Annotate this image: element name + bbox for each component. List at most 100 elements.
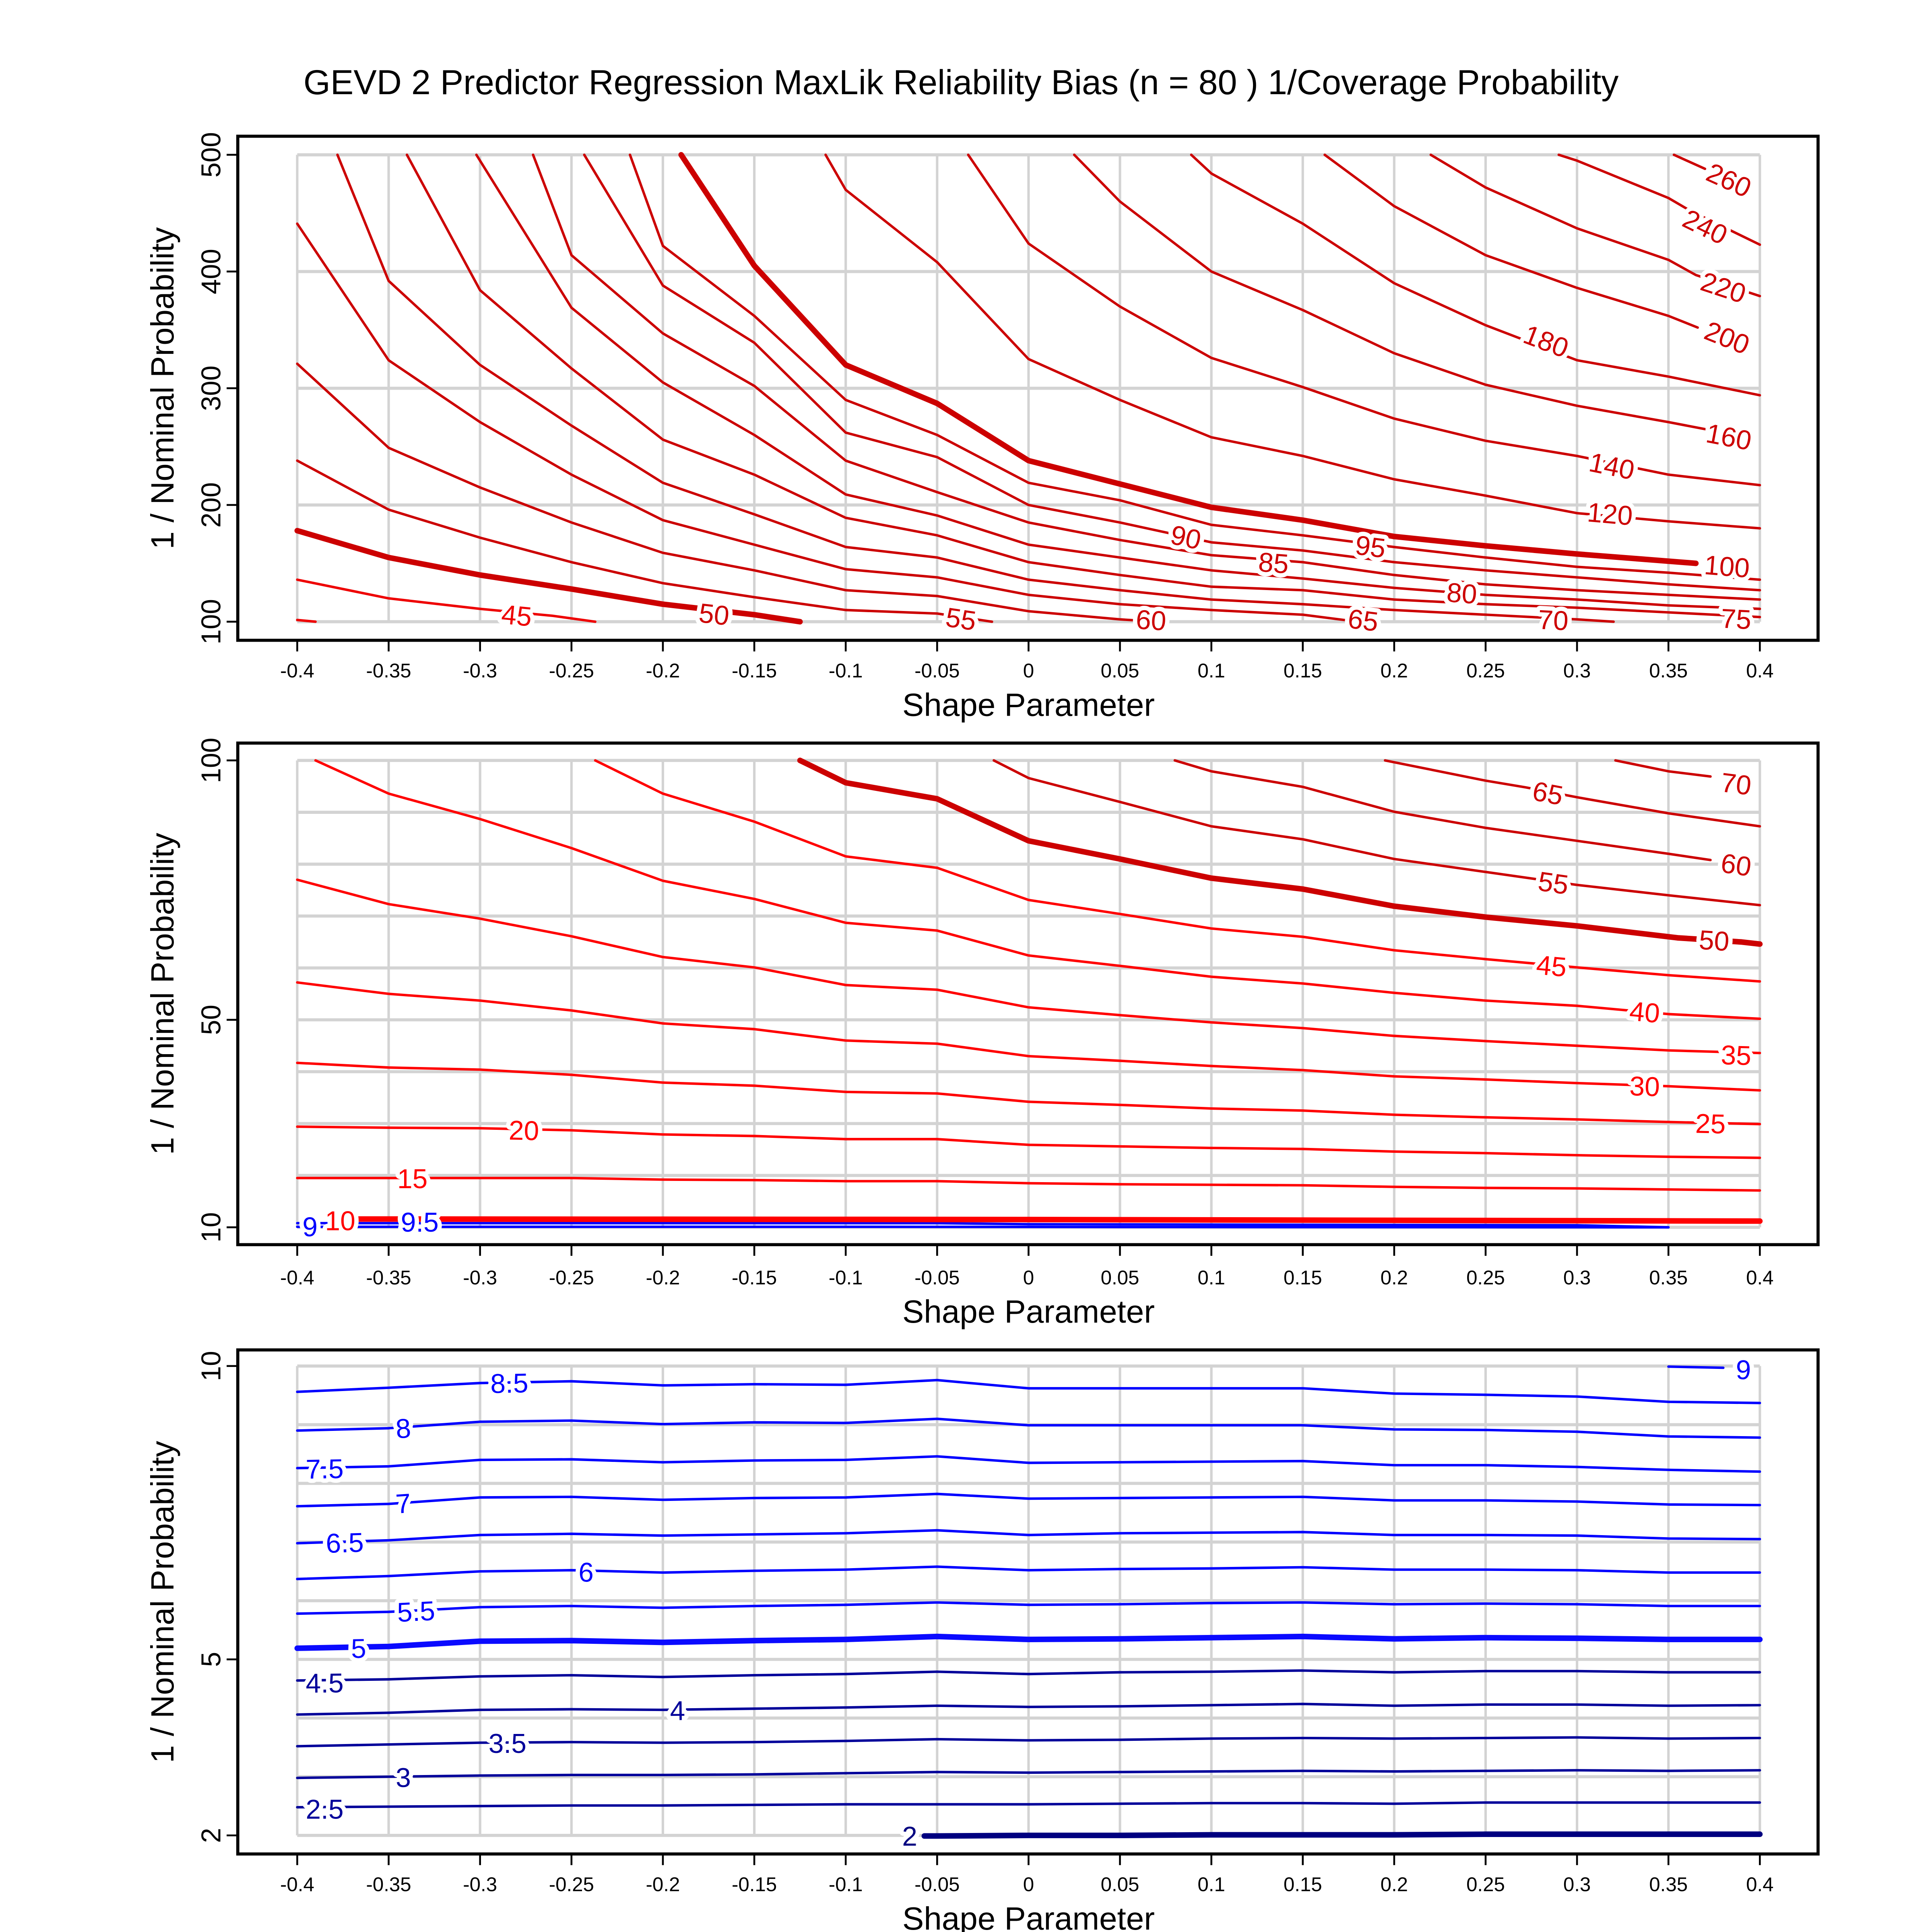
y-tick-label: 2 — [196, 1828, 227, 1843]
x-tick-label: -0.35 — [366, 1873, 411, 1895]
contour-label-100: 100 — [1703, 550, 1750, 584]
contour-line-180 — [1190, 153, 1761, 397]
y-tick-label: 400 — [196, 249, 227, 294]
contour-label-65: 65 — [1346, 604, 1380, 638]
contour-label-9.5: 9.5 — [401, 1208, 439, 1238]
x-tick-label: 0.2 — [1381, 1267, 1408, 1289]
contour-line-95 — [629, 153, 1761, 581]
contour-label-9: 9 — [302, 1212, 318, 1243]
x-tick-label: -0.1 — [829, 660, 863, 682]
contour-label-95: 95 — [1354, 530, 1387, 564]
x-axis-label: Shape Parameter — [902, 1901, 1155, 1932]
chart-title: GEVD 2 Predictor Regression MaxLik Relia… — [303, 63, 1619, 102]
x-tick-label: 0.3 — [1563, 1873, 1591, 1895]
contour-label-9: 9 — [1736, 1355, 1751, 1385]
contour-label-5.5: 5.5 — [396, 1596, 436, 1628]
contour-line-55 — [993, 759, 1761, 906]
contour-line-160 — [1073, 153, 1707, 431]
x-tick-label: -0.15 — [732, 660, 777, 682]
x-tick-label: 0.3 — [1563, 1267, 1591, 1289]
x-tick-label: -0.4 — [280, 1267, 314, 1289]
y-axis-label: 1 / Nominal Probability — [144, 833, 180, 1155]
x-tick-label: -0.1 — [829, 1873, 863, 1895]
contour-line-6.5 — [296, 1529, 1761, 1545]
x-tick-label: 0.35 — [1649, 1873, 1688, 1895]
contour-label-8.5: 8.5 — [490, 1368, 529, 1399]
x-tick-label: 0.15 — [1284, 1873, 1322, 1895]
contour-label-40: 40 — [1628, 996, 1661, 1029]
x-tick-label: 0 — [1023, 660, 1034, 682]
contour-line-45 — [296, 578, 597, 623]
contour-line-50 — [797, 758, 1763, 947]
contour-line-90 — [583, 153, 1761, 592]
contour-line-260 — [1672, 153, 1707, 170]
contour-line-7 — [296, 1492, 1761, 1508]
contour-line-8 — [296, 1417, 1761, 1439]
contour-line-75 — [405, 153, 1761, 619]
contour-line-15 — [296, 1177, 1761, 1192]
y-tick-label: 500 — [196, 132, 227, 178]
x-axis-label: Shape Parameter — [902, 1294, 1155, 1329]
contour-label-15: 15 — [397, 1164, 427, 1194]
contour-line-200 — [1323, 153, 1699, 329]
x-tick-label: 0.2 — [1381, 1873, 1408, 1895]
contour-label-35: 35 — [1721, 1040, 1752, 1071]
contour-label-85: 85 — [1257, 547, 1290, 580]
contour-label-2: 2 — [902, 1821, 917, 1852]
grid — [296, 1364, 1761, 1837]
y-tick-label: 10 — [196, 1351, 227, 1381]
x-tick-label: 0.4 — [1746, 1267, 1773, 1289]
contour-line-240 — [1557, 153, 1761, 246]
x-tick-label: -0.3 — [463, 1873, 497, 1895]
y-tick-label: 200 — [196, 482, 227, 528]
x-tick-label: 0.25 — [1466, 1267, 1505, 1289]
contour-line-4 — [296, 1703, 1761, 1716]
contour-label-65: 65 — [1530, 776, 1565, 811]
chart-panel-2: 9 9.5 10 15 20 25 30 35 40 45 50 55 60 65 70 -0.4 -0.35 -… — [144, 738, 1820, 1329]
x-tick-label: -0.25 — [549, 1873, 594, 1895]
x-tick-label: -0.05 — [914, 660, 960, 682]
x-tick-label: -0.05 — [914, 1873, 960, 1895]
x-tick-label: -0.15 — [732, 1267, 777, 1289]
x-tick-label: -0.35 — [366, 660, 411, 682]
x-tick-label: 0.1 — [1197, 1873, 1225, 1895]
contour-line-3.5 — [296, 1736, 1761, 1748]
x-tick-label: 0.25 — [1466, 1873, 1505, 1895]
contour-label-55: 55 — [1536, 866, 1570, 900]
contour-line-2 — [921, 1831, 1763, 1839]
x-tick-label: 0.4 — [1746, 660, 1773, 682]
contour-label-70: 70 — [1538, 605, 1569, 636]
contour-line-100 — [678, 152, 1699, 566]
contour-line-8.5 — [296, 1379, 1761, 1404]
y-tick-label: 5 — [196, 1652, 227, 1667]
x-tick-label: -0.4 — [280, 1873, 314, 1895]
contour-label-50: 50 — [697, 598, 731, 632]
x-tick-label: 0.1 — [1197, 1267, 1225, 1289]
contour-line-5 — [294, 1633, 1763, 1651]
contour-line-7.5 — [296, 1455, 1761, 1473]
x-tick-label: 0.35 — [1649, 1267, 1688, 1289]
y-tick-label: 100 — [196, 599, 227, 644]
contour-line-10 — [342, 1216, 1763, 1224]
y-tick-label: 50 — [196, 1005, 227, 1035]
x-tick-label: 0 — [1023, 1873, 1034, 1895]
y-tick-label: 300 — [196, 365, 227, 411]
contour-label-2.5: 2.5 — [306, 1794, 344, 1825]
x-tick-label: 0.4 — [1746, 1873, 1773, 1895]
contour-line-25 — [296, 1061, 1761, 1125]
x-tick-label: -0.25 — [549, 1267, 594, 1289]
contour-lines — [296, 758, 1763, 1229]
contour-line-85 — [532, 153, 1761, 601]
contour-label-70: 70 — [1719, 768, 1753, 801]
contour-line-9 — [1667, 1365, 1725, 1369]
contour-line-80 — [475, 153, 1761, 610]
x-tick-label: 0.15 — [1284, 1267, 1322, 1289]
x-tick-label: 0.25 — [1466, 660, 1505, 682]
contour-line-40 — [296, 619, 317, 623]
x-axis-label: Shape Parameter — [902, 687, 1155, 722]
contour-line-20 — [296, 1125, 1761, 1159]
y-tick-label: 100 — [196, 738, 227, 783]
x-tick-label: 0.05 — [1101, 1267, 1139, 1289]
